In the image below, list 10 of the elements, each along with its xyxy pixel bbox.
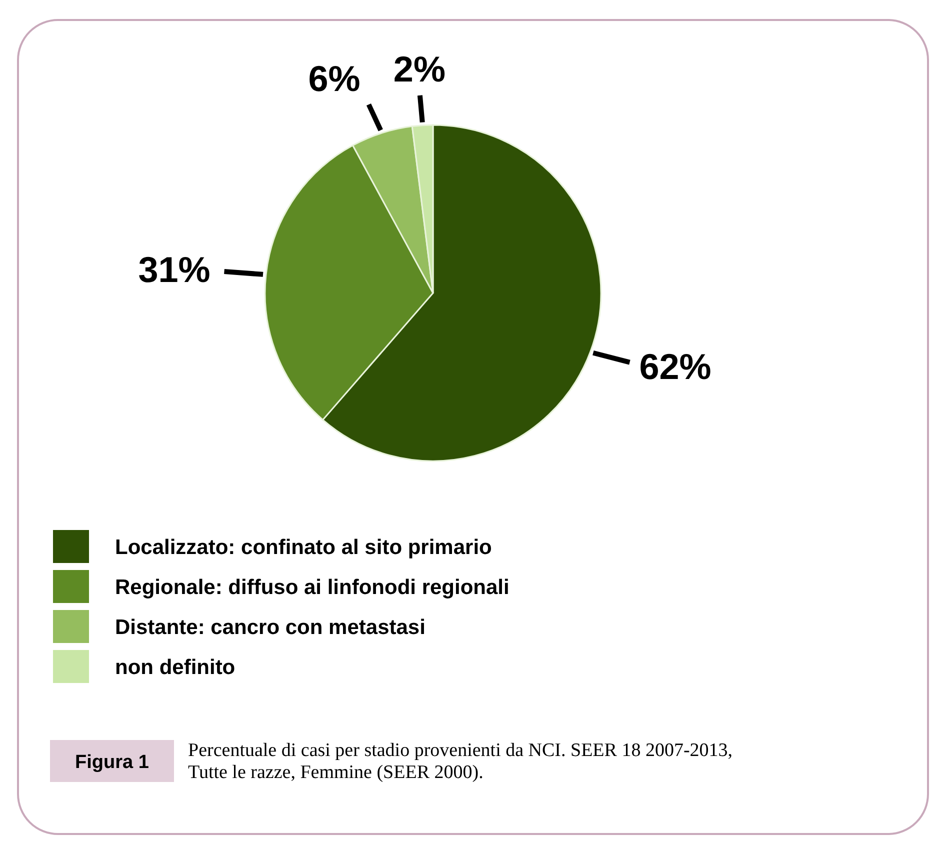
data-label: 2% [393,48,446,90]
legend-label: Distante: cancro con metastasi [115,616,426,639]
legend-label: non definito [115,656,236,679]
legend-label: Regionale: diffuso ai linfonodi regionali [115,576,510,599]
data-label: 31% [138,248,210,290]
data-label: 62% [639,346,712,388]
data-label: 6% [308,58,360,100]
text: Figura 1 [75,752,150,773]
legend-label: Localizzato: confinato al sito primario [115,536,492,559]
text: Percentuale di casi per stadio provenienti da NCI. SEER 18 2007-2013, Tutte le razze, Femmine (SEER 2000). [188,740,733,783]
